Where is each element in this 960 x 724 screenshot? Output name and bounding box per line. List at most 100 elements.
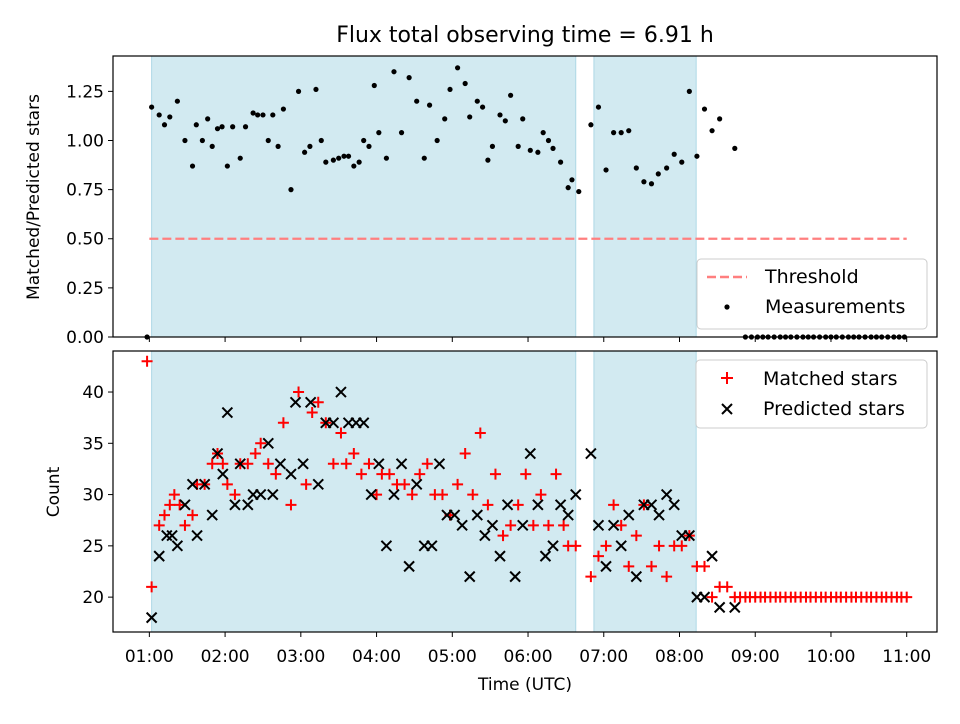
predicted-star-point	[262, 437, 274, 450]
matched-star-point	[474, 427, 486, 439]
measurement-point	[275, 143, 281, 149]
predicted-star-point	[217, 468, 229, 480]
measurement-point	[237, 155, 243, 161]
y-tick-label: 0.50	[66, 230, 104, 250]
matched-star-point	[242, 458, 254, 470]
measurement-point	[694, 153, 700, 159]
measurement-point	[618, 130, 624, 136]
matched-star-point	[512, 499, 524, 511]
x-tick-label: 09:00	[731, 647, 780, 667]
predicted-star-point	[517, 519, 529, 532]
matched-star-point	[406, 489, 418, 501]
predicted-star-point	[335, 386, 347, 398]
matched-star-point	[249, 448, 261, 460]
predicted-star-point	[729, 601, 741, 614]
predicted-star-point	[221, 406, 234, 419]
count-legend-box	[695, 359, 928, 429]
measurement-point	[376, 130, 382, 136]
predicted-star-point	[388, 488, 400, 501]
measurement-point	[414, 98, 420, 104]
predicted-star-point	[191, 529, 203, 542]
predicted-star-point	[198, 478, 211, 491]
measurement-point	[479, 104, 486, 110]
matched-star-point	[489, 468, 501, 480]
measurement-point	[434, 137, 440, 144]
measurement-point	[588, 122, 594, 128]
measurement-point	[508, 92, 514, 98]
predicted-star-point	[448, 509, 461, 521]
predicted-star-point	[312, 478, 324, 491]
matched-star-point	[141, 355, 153, 367]
x-tick-label: 07:00	[579, 647, 628, 667]
measurement-point	[182, 137, 188, 144]
matched-star-point	[676, 540, 688, 552]
predicted-star-point	[547, 540, 559, 552]
predicted-star-point	[668, 499, 680, 511]
predicted-star-point	[433, 458, 446, 470]
measurement-point	[351, 163, 357, 169]
measurement-point	[219, 124, 225, 130]
matched-star-point	[459, 448, 471, 460]
measurement-point	[288, 187, 294, 193]
measurement-point	[467, 114, 473, 120]
y-tick-label: 20	[82, 588, 104, 608]
predicted-star-point	[562, 509, 574, 521]
measurement-point	[421, 155, 427, 161]
matched-star-point	[335, 427, 347, 439]
measurement-point	[330, 157, 336, 163]
matched-star-point	[600, 540, 612, 552]
x-axis-label: Time (UTC)	[477, 675, 572, 695]
measurement-point	[633, 165, 639, 171]
matched-star-point	[206, 458, 218, 470]
x-tick-label: 01:00	[125, 647, 174, 667]
measurements-legend-label: Measurements	[765, 296, 905, 318]
measurement-point	[167, 114, 173, 120]
predicted-star-point	[607, 519, 620, 532]
x-tick-label: 08:00	[655, 647, 704, 667]
matched-star-point	[520, 468, 532, 480]
matched-star-point	[436, 489, 448, 501]
matched-star-point	[229, 489, 241, 501]
measurement-point	[149, 104, 155, 110]
predicted-star-point	[410, 478, 423, 491]
measurement-point	[193, 122, 199, 128]
matched-star-point	[363, 458, 375, 470]
predicted-legend-swatch	[721, 403, 733, 415]
predicted-star-point	[660, 488, 673, 501]
predicted-star-point	[171, 540, 184, 552]
measurement-point	[671, 151, 677, 157]
measurement-point	[535, 149, 541, 155]
measurement-point	[398, 130, 405, 136]
matched-star-point	[262, 458, 274, 470]
y-tick-label: 30	[82, 486, 104, 506]
measurement-point	[679, 159, 685, 165]
matched-star-point	[159, 509, 170, 521]
predicted-star-point	[456, 519, 468, 532]
matched-star-point	[527, 519, 539, 531]
predicted-star-point	[713, 601, 726, 614]
matched-star-point	[285, 499, 297, 511]
matched-star-point	[174, 499, 186, 511]
measurement-point	[474, 98, 480, 104]
ratio-legend: Threshold Measurements	[696, 258, 928, 330]
matched-star-point	[585, 571, 597, 583]
matched-star-point	[255, 437, 267, 449]
y-tick-label: 1.25	[66, 82, 104, 102]
measurement-point	[497, 112, 503, 118]
measurement-point	[224, 163, 230, 169]
matched-star-point	[179, 519, 191, 531]
predicted-legend-label: Predicted stars	[763, 398, 905, 420]
matched-star-point	[482, 499, 494, 511]
measurement-point	[199, 137, 205, 144]
matched-star-point	[371, 489, 383, 501]
matched-star-point	[653, 540, 665, 552]
measurement-point	[462, 80, 468, 87]
measurement-point	[550, 145, 556, 151]
matched-star-point	[558, 519, 570, 531]
measurement-point	[701, 106, 708, 112]
matched-star-point	[608, 499, 620, 511]
measurement-point	[442, 116, 448, 122]
matched-star-point	[615, 519, 627, 531]
measurement-point	[161, 122, 168, 128]
count-panel: 20 25 30 35 40 01:00 02:00 03:00 04:00 05:00 06:00…	[82, 350, 938, 667]
